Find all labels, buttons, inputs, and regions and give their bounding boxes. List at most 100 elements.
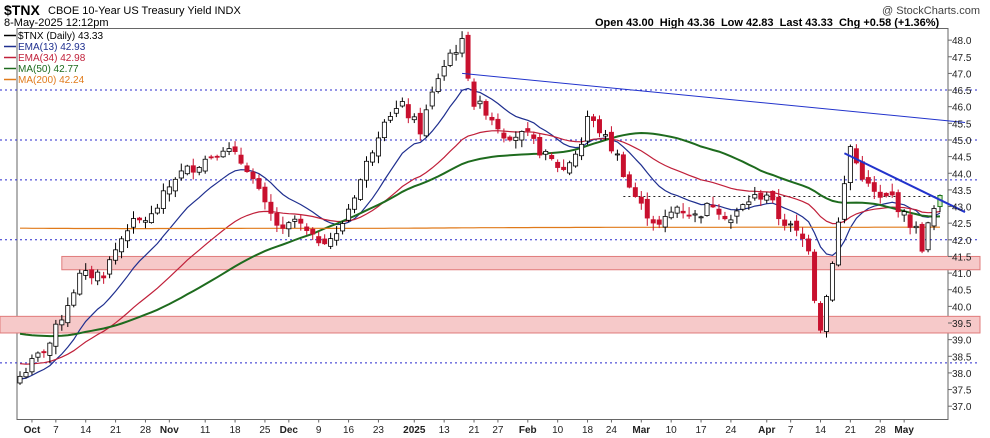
candle — [734, 207, 740, 224]
candle — [352, 195, 358, 214]
candle-body — [644, 198, 650, 219]
candle — [841, 175, 847, 224]
x-tick-label: 21 — [468, 425, 480, 436]
candle — [196, 166, 202, 176]
candle — [393, 100, 399, 118]
candle-body — [292, 218, 298, 222]
candle-body — [429, 91, 435, 107]
candle — [107, 256, 113, 279]
candle-body — [764, 194, 770, 201]
candle — [495, 113, 501, 134]
candle — [740, 203, 746, 212]
ema13-line — [19, 87, 941, 380]
candle-body — [519, 131, 525, 141]
candle — [507, 135, 513, 142]
support-zone — [61, 255, 981, 271]
candle-body — [549, 155, 555, 160]
candle — [178, 163, 184, 181]
candle-body — [196, 166, 202, 173]
candle-body — [913, 225, 919, 229]
candle-body — [531, 134, 537, 139]
candle-body — [172, 178, 178, 192]
candle-body — [304, 226, 310, 231]
candle-body — [298, 218, 304, 224]
candle — [656, 215, 662, 229]
candle-body — [381, 121, 387, 139]
candle — [202, 155, 208, 174]
candle — [244, 162, 250, 173]
candle-body — [925, 222, 931, 251]
candle-body — [555, 161, 561, 168]
candle-body — [435, 78, 441, 92]
x-tick-label: 9 — [316, 425, 322, 436]
candle — [543, 149, 549, 161]
y-tick-label: 38.5 — [952, 352, 972, 363]
candle-body — [877, 191, 883, 198]
candle — [77, 269, 83, 296]
y-tick-label: 43.5 — [952, 186, 972, 197]
candle-body — [668, 211, 674, 219]
candle-body — [931, 208, 937, 227]
candle — [250, 168, 256, 184]
candle-body — [184, 165, 190, 175]
candle — [537, 133, 543, 159]
x-tick-label: 18 — [230, 425, 242, 436]
candle-body — [244, 165, 250, 173]
candle — [549, 152, 555, 161]
x-tick-label: 7 — [53, 425, 59, 436]
candle-body — [734, 210, 740, 217]
candle-body — [232, 146, 238, 153]
x-tick-label: 28 — [140, 425, 152, 436]
candle-body — [136, 217, 142, 221]
candle-body — [310, 228, 316, 235]
candle-body — [847, 146, 853, 183]
candle-body — [537, 137, 543, 156]
candle-body — [692, 213, 698, 216]
candle-body — [770, 190, 776, 201]
candle-body — [680, 210, 686, 214]
candle-body — [895, 192, 901, 213]
candle-body — [23, 372, 29, 378]
candle-body — [656, 219, 662, 225]
candle — [602, 129, 608, 141]
legend-entry: MA(200) 42.24 — [18, 75, 85, 86]
candle-body — [465, 34, 471, 79]
y-tick-label: 44.0 — [952, 169, 972, 180]
candle — [824, 294, 829, 338]
candle — [889, 183, 895, 198]
candle-body — [29, 358, 35, 373]
candle — [101, 271, 107, 284]
candle — [381, 119, 387, 142]
candle — [614, 149, 620, 161]
x-tick-label: Dec — [280, 425, 299, 436]
candle-body — [782, 219, 788, 226]
candle-body — [280, 224, 286, 229]
candle — [375, 131, 381, 164]
candle-body — [113, 249, 119, 261]
plot-frame — [16, 28, 949, 420]
candle-body — [334, 233, 340, 241]
candle-body — [614, 153, 620, 156]
x-tick-label: 16 — [343, 425, 355, 436]
candle — [513, 131, 519, 149]
candle — [626, 171, 632, 189]
candle-body — [453, 52, 459, 55]
candle — [286, 221, 292, 237]
candle — [119, 236, 125, 259]
watermark: @ StockCharts.com — [882, 5, 980, 17]
candle-body — [818, 302, 824, 331]
candle — [579, 137, 585, 161]
candle-body — [477, 100, 483, 105]
y-tick-label: 46.5 — [952, 86, 972, 97]
candle — [519, 130, 525, 148]
x-tick-label: 23 — [373, 425, 385, 436]
legend-entry: EMA(13) 42.93 — [18, 42, 86, 53]
candle — [901, 209, 907, 222]
candle-body — [901, 211, 907, 216]
candle-body — [919, 223, 925, 252]
y-tick-label: 39.5 — [952, 319, 972, 330]
candle — [776, 189, 782, 226]
candle — [692, 210, 698, 223]
candle-body — [447, 52, 453, 66]
candle-body — [716, 208, 722, 215]
